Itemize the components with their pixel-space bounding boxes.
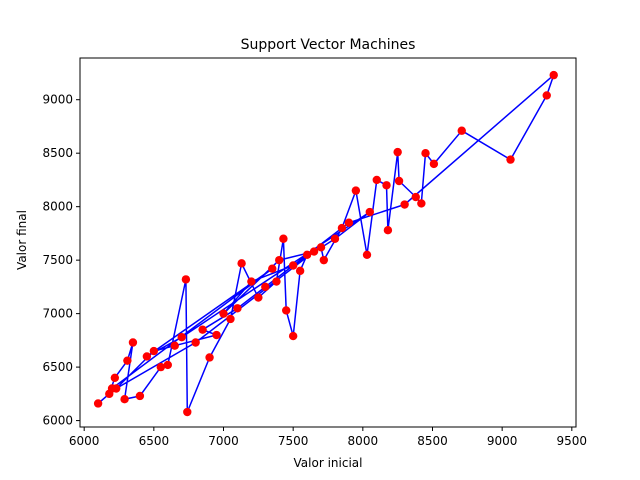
y-tick-label: 7000 — [42, 307, 73, 321]
data-point — [272, 277, 281, 286]
axes-frame — [79, 57, 577, 428]
data-point — [135, 391, 145, 401]
data-point — [198, 325, 207, 334]
data-point — [316, 243, 326, 252]
data-point — [181, 275, 191, 284]
data-point — [295, 266, 305, 276]
x-tick-label: 6500 — [139, 434, 170, 448]
data-point — [421, 148, 430, 158]
data-point — [254, 293, 263, 302]
data-point — [417, 199, 426, 208]
data-point — [506, 155, 515, 164]
y-axis: 6000 6500 7000 7500 8000 8500 9000 — [42, 93, 80, 428]
data-point — [107, 384, 117, 393]
data-point — [212, 330, 221, 340]
data-point — [128, 338, 138, 347]
x-tick-label: 9500 — [557, 434, 588, 448]
x-tick-label: 7500 — [278, 434, 309, 448]
data-point — [275, 255, 284, 265]
data-point — [302, 250, 312, 259]
data-point — [288, 261, 298, 270]
data-point — [279, 234, 288, 243]
data-point — [288, 331, 298, 341]
y-tick-label: 8000 — [42, 200, 73, 214]
data-point — [282, 306, 291, 315]
data-point — [337, 223, 347, 233]
x-tick-label: 6000 — [69, 434, 100, 448]
data-point — [123, 356, 132, 365]
data-point — [457, 126, 466, 135]
data-point — [120, 394, 129, 404]
data-point — [351, 186, 361, 195]
data-point — [163, 360, 172, 370]
data-point — [177, 332, 186, 342]
data-point — [411, 192, 420, 202]
x-tick-label: 7000 — [208, 434, 239, 448]
y-tick-label: 6000 — [42, 414, 73, 428]
data-point — [142, 352, 152, 361]
x-axis: 6000 6500 7000 7500 8000 8500 9000 9500 — [69, 427, 587, 448]
data-point — [191, 338, 200, 347]
y-tick-label: 6500 — [42, 360, 73, 374]
data-point — [156, 362, 166, 372]
x-tick-label: 8500 — [417, 434, 448, 448]
x-tick-label: 8000 — [348, 434, 379, 448]
data-point — [362, 250, 372, 259]
data-point — [319, 255, 329, 265]
data-point — [247, 277, 256, 286]
data-point — [365, 207, 374, 217]
data-point — [170, 341, 179, 350]
data-point — [372, 175, 381, 185]
data-point — [183, 407, 192, 417]
data-point — [205, 353, 214, 362]
data-point — [110, 373, 120, 382]
data-point — [226, 314, 235, 324]
data-point — [393, 147, 402, 157]
data-point — [93, 399, 103, 408]
data-point — [330, 234, 340, 243]
data-point — [542, 91, 551, 100]
data-point — [261, 282, 270, 292]
data-point — [309, 247, 319, 256]
plot-points — [93, 70, 558, 417]
data-point — [429, 159, 439, 169]
data-point — [400, 200, 409, 209]
x-tick-label: 9000 — [487, 434, 518, 448]
data-point — [382, 181, 391, 190]
x-axis-label: Valor inicial — [294, 456, 363, 470]
data-point — [383, 226, 393, 235]
data-point — [219, 309, 228, 318]
data-point — [344, 218, 354, 227]
data-point — [233, 304, 242, 313]
chart-title: Support Vector Machines — [241, 37, 416, 53]
y-tick-label: 9000 — [42, 93, 73, 107]
data-point — [394, 176, 404, 186]
y-tick-label: 8500 — [42, 146, 73, 160]
y-tick-label: 7500 — [42, 253, 73, 267]
y-axis-label: Valor final — [15, 210, 29, 270]
data-point — [549, 70, 558, 80]
data-point — [268, 264, 277, 273]
data-point — [237, 259, 246, 268]
data-point — [149, 346, 159, 356]
